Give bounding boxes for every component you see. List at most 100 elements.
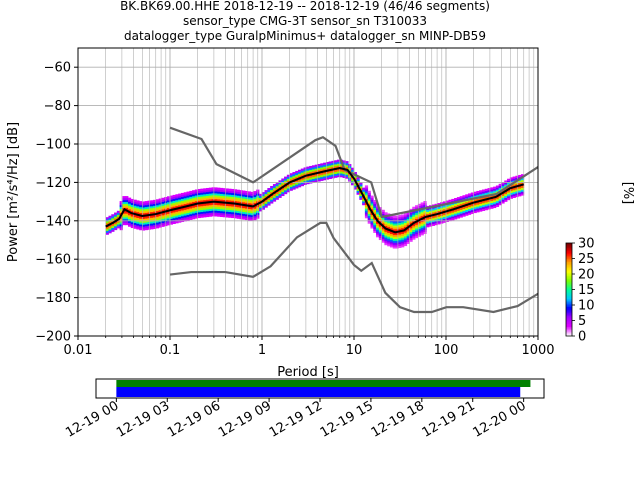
colorbar-segment <box>566 283 572 286</box>
heatmap-cell <box>127 220 132 223</box>
heatmap-cell <box>167 203 171 207</box>
heatmap-cell <box>183 198 187 201</box>
heatmap-cell <box>331 160 335 164</box>
heatmap-cell <box>141 226 146 229</box>
heatmap-cell <box>206 197 210 200</box>
heatmap-cell <box>125 213 129 216</box>
heatmap-cell <box>272 184 277 187</box>
heatmap-cell <box>200 200 204 203</box>
heatmap-cell <box>247 206 252 209</box>
heatmap-cell <box>456 202 461 206</box>
heatmap-cell <box>420 231 424 234</box>
heatmap-cell <box>197 210 201 213</box>
heatmap-cell <box>437 210 441 213</box>
heatmap-cell <box>481 204 486 208</box>
heatmap-cell <box>228 190 232 193</box>
heatmap-cell <box>261 195 265 199</box>
heatmap-cell <box>367 213 371 217</box>
heatmap-cell <box>401 214 405 217</box>
heatmap-cell <box>331 174 335 177</box>
heatmap-cell <box>222 190 226 193</box>
heatmap-cell <box>462 210 466 213</box>
heatmap-cell <box>261 201 265 204</box>
heatmap-cell <box>473 195 477 198</box>
heatmap-cell <box>403 236 408 239</box>
heatmap-cell <box>136 202 140 205</box>
heatmap-cell <box>364 185 369 188</box>
heatmap-cell <box>481 191 486 194</box>
heatmap-cell <box>451 214 455 217</box>
heatmap-cell <box>364 204 369 207</box>
heatmap-cell <box>278 186 282 189</box>
heatmap-cell <box>495 197 500 200</box>
heatmap-cell <box>434 207 438 210</box>
heatmap-cell <box>498 197 502 200</box>
y-tick-label: −60 <box>44 61 71 76</box>
heatmap-cell <box>381 213 385 216</box>
heatmap-cell <box>289 173 293 176</box>
heatmap-cell <box>520 174 525 177</box>
colorbar-segment <box>566 256 572 259</box>
heatmap-cell <box>484 206 488 209</box>
heatmap-cell <box>250 209 254 212</box>
y-tick-label: −100 <box>35 138 71 153</box>
heatmap-cell <box>415 216 419 219</box>
heatmap-cell <box>487 191 491 195</box>
heatmap-cell <box>395 236 399 239</box>
heatmap-cell <box>445 200 449 203</box>
heatmap-cell <box>448 218 452 222</box>
heatmap-cell <box>515 189 519 192</box>
heatmap-cell <box>127 201 132 204</box>
x-tick-label: 1000 <box>521 343 554 358</box>
heatmap-cell <box>281 193 285 197</box>
heatmap-cell <box>144 206 148 210</box>
heatmap-cell <box>225 215 229 218</box>
heatmap-cell <box>194 201 199 204</box>
heatmap-cell <box>144 208 148 211</box>
heatmap-cell <box>214 204 218 207</box>
y-axis: −60−80−100−120−140−160−180−200 <box>35 61 78 345</box>
heatmap-cell <box>484 192 488 195</box>
heatmap-cell <box>331 164 335 167</box>
heatmap-cell <box>431 217 435 221</box>
heatmap-cell <box>147 212 151 215</box>
heatmap-cell <box>217 197 221 200</box>
heatmap-cell <box>373 201 377 205</box>
heatmap-cell <box>309 179 313 182</box>
heatmap-cell <box>233 196 238 200</box>
heatmap-cell <box>203 203 207 206</box>
heatmap-cell <box>331 176 335 179</box>
heatmap-cell <box>264 205 268 208</box>
heatmap-cell <box>384 239 388 242</box>
heatmap-cell <box>236 197 240 200</box>
heatmap-cell <box>261 203 265 206</box>
heatmap-cell <box>409 222 413 225</box>
heatmap-cell <box>258 197 263 200</box>
heatmap-cell <box>350 169 355 172</box>
heatmap-cell <box>445 212 449 215</box>
heatmap-cell <box>445 215 449 219</box>
heatmap-cell <box>161 218 165 222</box>
heatmap-cell <box>468 208 472 211</box>
heatmap-cell <box>125 215 129 218</box>
colorbar-segment <box>566 275 572 278</box>
heatmap-cell <box>462 195 466 198</box>
heatmap-cell <box>130 206 134 209</box>
heatmap-cell <box>381 217 385 220</box>
heatmap-cell <box>465 207 469 210</box>
heatmap-cell <box>518 190 522 193</box>
heatmap-cell <box>412 224 416 227</box>
colorbar-segment <box>566 325 572 328</box>
heatmap-cell <box>345 163 349 166</box>
heatmap-cell <box>122 213 126 216</box>
colorbar-tick-label: 10 <box>578 299 595 314</box>
heatmap-cell <box>292 183 296 186</box>
heatmap-cell <box>180 212 185 215</box>
heatmap-cell <box>406 212 410 216</box>
heatmap-cell <box>401 222 405 225</box>
heatmap-cell <box>208 189 212 192</box>
heatmap-cell <box>116 214 121 217</box>
heatmap-cell <box>111 223 115 227</box>
heatmap-cell <box>211 204 215 207</box>
heatmap-cell <box>278 191 282 195</box>
